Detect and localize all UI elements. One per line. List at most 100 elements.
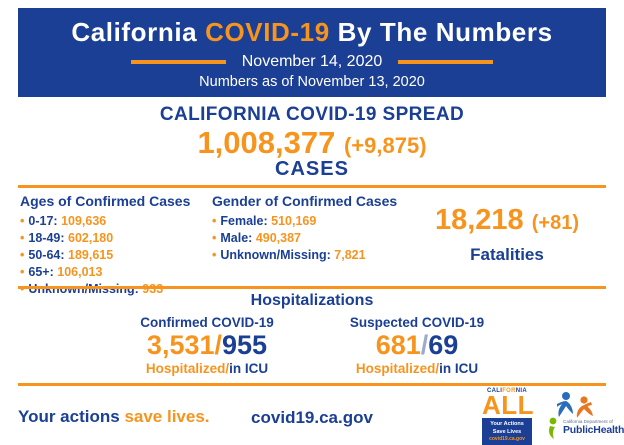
- list-item: • 18-49: 602,180: [20, 230, 212, 247]
- california-all-wordmark: ALL: [482, 390, 535, 420]
- bullet-icon: •: [20, 282, 25, 296]
- ca-all-box-line1: Your Actions: [490, 421, 524, 428]
- cases-label: CASES: [275, 158, 349, 181]
- suspected-icu-value: 69: [428, 330, 459, 360]
- list-item: • 0-17: 109,636: [20, 213, 212, 230]
- fatalities-total: 18,218: [434, 204, 524, 236]
- slash: /: [420, 330, 429, 360]
- list-item: • 50-64: 189,615: [20, 247, 212, 264]
- cdph-text: California Department of PublicHealth: [563, 419, 624, 436]
- gender-value: 7,821: [334, 248, 366, 262]
- hospitalizations-columns: Confirmed COVID-19 3,531/955 Hospitalize…: [0, 315, 624, 376]
- list-item: • Unknown/Missing: 933: [20, 281, 212, 298]
- caption-hospitalized: Hospitalized: [355, 361, 436, 377]
- age-label: Unknown/Missing:: [28, 282, 139, 296]
- title-by-the-numbers: By The Numbers: [337, 17, 553, 47]
- report-date: November 14, 2020: [241, 53, 383, 70]
- bullet-icon: •: [212, 231, 217, 245]
- footer-url: covid19.ca.gov: [251, 408, 373, 427]
- age-value: 602,180: [68, 231, 114, 245]
- bullet-icon: •: [20, 248, 25, 262]
- suspected-hosp-caption: Hospitalized/in ICU: [312, 361, 522, 376]
- age-value: 109,636: [61, 214, 107, 228]
- date-rule-right: [398, 60, 494, 64]
- gender-heading: Gender of Confirmed Cases: [212, 193, 398, 209]
- gender-label: Male:: [220, 231, 253, 245]
- total-cases-value: 1,008,377: [197, 125, 336, 160]
- stats-section: Ages of Confirmed Cases • 0-17: 109,636 •…: [20, 193, 606, 298]
- bullet-icon: •: [212, 248, 217, 262]
- gender-label: Unknown/Missing:: [220, 248, 331, 262]
- as-of-date: Numbers as of November 13, 2020: [199, 74, 425, 90]
- california-all-box: Your Actions Save Lives covid19.ca.gov: [482, 418, 532, 445]
- ca-all-nia: NIA: [515, 388, 527, 394]
- spread-heading: CALIFORNIA COVID-19 SPREAD: [159, 104, 465, 125]
- gender-value: 510,169: [271, 214, 317, 228]
- divider-bottom: [18, 383, 606, 386]
- cdph-figures-icon: [549, 392, 593, 439]
- age-label: 50-64:: [28, 248, 65, 262]
- cdph-logo: California Department of PublicHealth: [543, 390, 624, 442]
- age-value: 933: [142, 282, 164, 296]
- confirmed-hosp-numbers: 3,531/955: [102, 330, 312, 361]
- bullet-icon: •: [212, 214, 217, 228]
- caption-slash: /: [435, 361, 440, 377]
- caption-hospitalized: Hospitalized: [145, 361, 226, 377]
- date-rule-left: [130, 60, 226, 64]
- list-item: • Unknown/Missing: 7,821: [212, 247, 408, 264]
- caption-slash: /: [225, 361, 230, 377]
- age-value: 106,013: [57, 265, 103, 279]
- cdph-publichealth-line: PublicHealth: [563, 423, 624, 436]
- list-item: • Male: 490,387: [212, 230, 408, 247]
- bullet-icon: •: [20, 265, 25, 279]
- list-item: • Female: 510,169: [212, 213, 408, 230]
- cdph-department-line: California Department of: [563, 419, 613, 424]
- age-label: 18-49:: [28, 231, 65, 245]
- divider-top: [18, 185, 606, 188]
- total-cases-row: 1,008,377 (+9,875): [0, 126, 624, 159]
- title-covid19: COVID-19: [205, 17, 330, 47]
- gender-column: Gender of Confirmed Cases • Female: 510,1…: [212, 193, 408, 298]
- confirmed-hosp-column: Confirmed COVID-19 3,531/955 Hospitalize…: [102, 315, 312, 376]
- list-item: • 65+: 106,013: [20, 264, 212, 281]
- fatalities-label: Fatalities: [470, 245, 544, 264]
- header-banner: California COVID-19 By The Numbers Novem…: [18, 8, 606, 97]
- gender-label: Female:: [220, 214, 268, 228]
- fatalities-column: 18,218 (+81) Fatalities: [408, 193, 606, 298]
- bullet-icon: •: [20, 231, 25, 245]
- age-label: 0-17:: [28, 214, 58, 228]
- tagline-your-actions: Your actions: [18, 407, 120, 426]
- ages-heading: Ages of Confirmed Cases: [20, 193, 191, 209]
- suspected-hospitalized-value: 681: [375, 330, 421, 360]
- divider-middle: [18, 286, 606, 289]
- date-row: November 14, 2020: [18, 53, 606, 71]
- hospitalizations-section: Hospitalizations Confirmed COVID-19 3,53…: [0, 292, 624, 376]
- fatalities-row: 18,218 (+81): [408, 204, 606, 237]
- caption-in-icu: in ICU: [229, 361, 269, 377]
- title-california: California: [71, 17, 198, 47]
- ca-all-box-line2: Save Lives: [492, 428, 522, 435]
- suspected-hosp-title: Suspected COVID-19: [349, 315, 485, 330]
- suspected-hosp-column: Suspected COVID-19 681/69 Hospitalized/i…: [312, 315, 522, 376]
- hospitalizations-heading: Hospitalizations: [250, 292, 374, 309]
- age-label: 65+:: [28, 265, 54, 279]
- spread-section: CALIFORNIA COVID-19 SPREAD 1,008,377 (+9…: [0, 104, 624, 179]
- footer-tagline: Your actions save lives.: [18, 407, 210, 427]
- ca-all-cali: CALI: [486, 388, 503, 394]
- ca-all-box-url: covid19.ca.gov: [489, 436, 525, 443]
- confirmed-hosp-caption: Hospitalized/in ICU: [102, 361, 312, 376]
- tagline-save-lives: save lives.: [124, 407, 210, 426]
- fatalities-new: (+81): [531, 212, 579, 234]
- confirmed-hospitalized-value: 3,531: [146, 330, 215, 360]
- suspected-hosp-numbers: 681/69: [312, 330, 522, 361]
- confirmed-icu-value: 955: [222, 330, 268, 360]
- new-cases-value: (+9,875): [343, 133, 427, 158]
- ages-column: Ages of Confirmed Cases • 0-17: 109,636 •…: [20, 193, 212, 298]
- slash: /: [214, 330, 223, 360]
- california-all-logo: CALIFORNIA ALL Your Actions Save Lives c…: [482, 388, 535, 445]
- bullet-icon: •: [20, 214, 25, 228]
- gender-value: 490,387: [255, 231, 302, 245]
- caption-in-icu: in ICU: [439, 361, 479, 377]
- confirmed-hosp-title: Confirmed COVID-19: [140, 315, 274, 330]
